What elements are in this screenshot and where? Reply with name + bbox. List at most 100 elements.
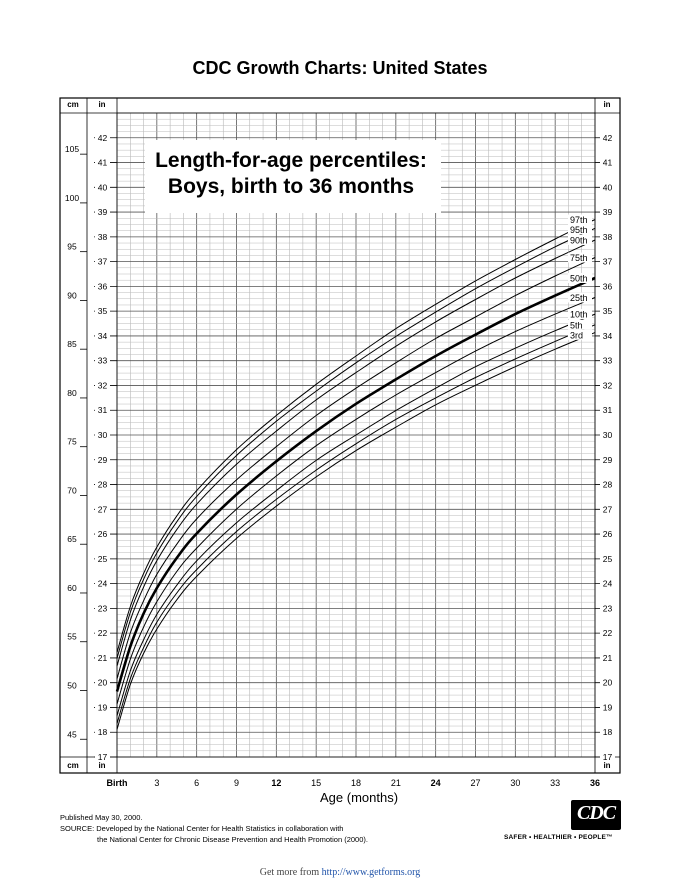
cm-tick-label: 60 — [67, 583, 77, 593]
in-label-bg — [600, 727, 615, 738]
in-label-bg — [600, 380, 615, 391]
in-label-bg — [600, 628, 615, 639]
in-tick-label-left: 33 — [98, 356, 108, 366]
percentile-label-bg — [568, 292, 592, 303]
percentile-label-bg — [568, 319, 592, 330]
in-tick-label-right: 35 — [603, 306, 613, 316]
in-tick-label-right: 19 — [603, 702, 613, 712]
in-tick-label-left: 39 — [98, 207, 108, 217]
footer: Get more from http://www.getforms.org — [0, 867, 680, 878]
in-unit-bottom-right: in — [603, 761, 610, 770]
cm-tick-label: 105 — [65, 144, 79, 154]
cm-tick-label: 65 — [67, 534, 77, 544]
in-tick-label-left: 40 — [98, 182, 108, 192]
chart-title-box: Length-for-age percentiles: Boys, birth … — [145, 140, 441, 213]
in-label-bg — [600, 405, 615, 416]
logo-text: CDC — [576, 802, 616, 824]
in-label-bg — [95, 182, 110, 193]
x-tick-label: 18 — [351, 778, 361, 788]
in-tick-label-right: 17 — [603, 752, 613, 762]
in-label-bg — [600, 752, 615, 762]
in-label-bg — [600, 231, 615, 242]
percentile-label-bg — [568, 214, 592, 225]
in-tick-label-left: 26 — [98, 529, 108, 539]
in-tick-label-left: 36 — [98, 281, 108, 291]
percentile-line-75th — [116, 257, 596, 679]
in-unit-top-left: in — [98, 100, 105, 109]
in-label-bg — [600, 553, 615, 564]
in-label-bg — [600, 603, 615, 614]
in-tick-label-right: 32 — [603, 380, 613, 390]
percentile-label-75th: 75th — [570, 253, 588, 263]
in-label-bg — [95, 652, 110, 663]
footer-link[interactable]: http://www.getforms.org — [321, 867, 421, 878]
in-label-bg — [95, 330, 110, 341]
percentile-line-95th — [116, 227, 596, 659]
cm-tick-label: 95 — [67, 242, 77, 252]
in-tick-label-right: 23 — [603, 603, 613, 613]
x-tick-label: 27 — [470, 778, 480, 788]
in-tick-label-right: 29 — [603, 455, 613, 465]
percentile-line-10th — [116, 313, 596, 716]
percentile-label-95th: 95th — [570, 225, 588, 235]
x-tick-label: 21 — [391, 778, 401, 788]
in-label-bg — [600, 652, 615, 663]
in-label-bg — [600, 355, 615, 366]
x-tick-label: 36 — [590, 778, 600, 788]
in-label-bg — [95, 132, 110, 143]
in-tick-label-right: 38 — [603, 232, 613, 242]
in-label-bg — [95, 529, 110, 540]
in-label-bg — [95, 405, 110, 416]
x-tick-label: Birth — [107, 778, 128, 788]
in-tick-label-right: 31 — [603, 405, 613, 415]
in-tick-label-left: 27 — [98, 504, 108, 514]
cm-tick-label: 85 — [67, 339, 77, 349]
in-tick-label-left: 21 — [98, 653, 108, 663]
in-label-bg — [600, 677, 615, 688]
in-label-bg — [600, 702, 615, 713]
percentile-line-3rd — [116, 332, 596, 730]
percentile-label-bg — [568, 224, 592, 235]
in-label-bg — [600, 157, 615, 168]
cm-tick-label: 90 — [67, 290, 77, 300]
in-tick-label-left: 30 — [98, 430, 108, 440]
in-tick-label-right: 40 — [603, 182, 613, 192]
in-label-bg — [600, 306, 615, 317]
in-label-bg — [95, 281, 110, 292]
in-tick-label-right: 30 — [603, 430, 613, 440]
x-tick-label: 30 — [510, 778, 520, 788]
in-unit-bottom-left: in — [98, 761, 105, 770]
in-label-bg — [95, 479, 110, 490]
in-tick-label-left: 42 — [98, 133, 108, 143]
source-line-2: the National Center for Chronic Disease … — [97, 835, 368, 844]
chart-frame — [59, 97, 621, 774]
cm-tick-label: 100 — [65, 193, 79, 203]
in-label-bg — [95, 603, 110, 614]
percentile-label-bg — [568, 309, 592, 320]
x-tick-label: 3 — [154, 778, 159, 788]
chart-border — [59, 97, 621, 774]
in-tick-label-right: 37 — [603, 257, 613, 267]
percentile-label-97th: 97th — [570, 215, 588, 225]
in-label-bg — [600, 330, 615, 341]
in-label-bg — [95, 157, 110, 168]
footer-prefix: Get more from — [259, 867, 322, 878]
page-title: CDC Growth Charts: United States — [192, 58, 488, 78]
in-tick-label-left: 35 — [98, 306, 108, 316]
in-tick-label-right: 34 — [603, 331, 613, 341]
x-tick-label: 15 — [311, 778, 321, 788]
in-label-bg — [95, 306, 110, 317]
cdc-logo-icon: CDC — [571, 800, 621, 830]
published-note: Published May 30, 2000. — [60, 813, 143, 822]
chart-title-line1: Length-for-age percentiles: — [155, 149, 427, 172]
x-tick-label: 6 — [194, 778, 199, 788]
in-label-bg — [95, 256, 110, 267]
in-tick-label-right: 42 — [603, 133, 613, 143]
percentile-label-50th: 50th — [570, 273, 588, 283]
in-label-bg — [600, 504, 615, 515]
cm-unit-bottom: cm — [67, 761, 79, 770]
in-tick-label-right: 33 — [603, 356, 613, 366]
in-label-bg — [600, 430, 615, 440]
in-label-bg — [95, 504, 110, 515]
